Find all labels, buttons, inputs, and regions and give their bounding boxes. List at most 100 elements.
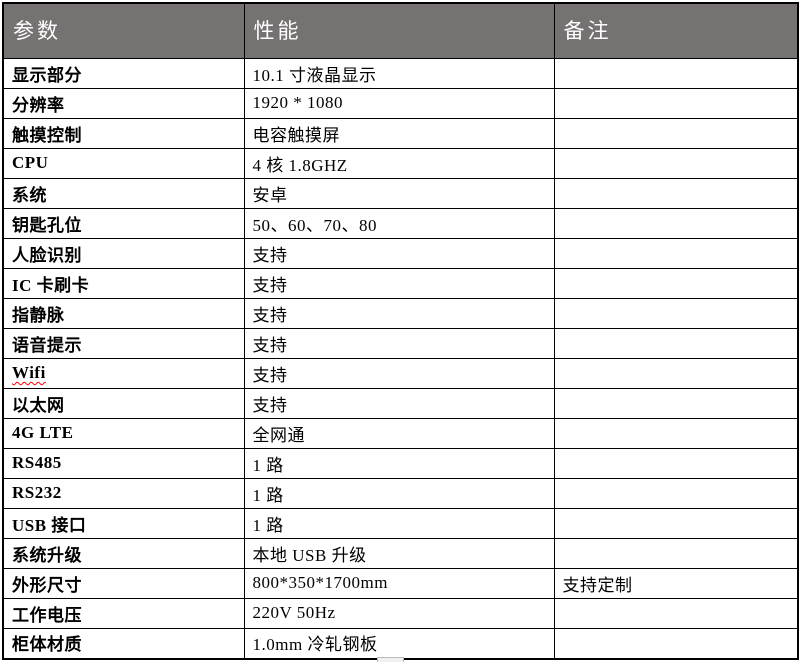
param-cell-text: USB 接口 [12, 515, 87, 535]
note-cell [553, 508, 799, 539]
value-cell-text: 220V 50Hz [252, 603, 336, 622]
value-cell: 支持 [243, 388, 555, 419]
value-cell-text: 电容触摸屏 [252, 125, 340, 145]
value-cell: 1.0mm 冷轧钢板 [243, 628, 555, 659]
table-row: 语音提示 支持 [2, 328, 799, 359]
note-cell [553, 148, 799, 179]
value-cell-text: 支持 [252, 335, 288, 355]
note-cell [553, 478, 799, 509]
table-row: RS232 1 路 [2, 478, 799, 509]
value-cell: 支持 [243, 328, 555, 359]
value-cell-text: 支持 [252, 245, 288, 265]
param-cell: 以太网 [2, 388, 245, 419]
param-cell: 外形尺寸 [2, 568, 245, 599]
param-cell-text: RS232 [12, 483, 62, 502]
table-row: RS485 1 路 [2, 448, 799, 479]
value-cell-text: 全网通 [252, 425, 305, 445]
value-cell-text: 50、60、70、80 [252, 215, 377, 235]
table-row: 以太网 支持 [2, 388, 799, 419]
note-cell [553, 358, 799, 389]
table-row: 分辨率 1920 * 1080 [2, 88, 799, 119]
value-cell-text: 本地 USB 升级 [252, 545, 367, 565]
table-row: 柜体材质 1.0mm 冷轧钢板 [2, 628, 799, 659]
value-cell-text: 1920 * 1080 [252, 93, 343, 112]
value-cell: 1920 * 1080 [243, 88, 555, 119]
note-cell [553, 388, 799, 419]
table-row: Wifi 支持 [2, 358, 799, 389]
param-cell: 4G LTE [2, 418, 245, 449]
value-cell: 全网通 [243, 418, 555, 449]
param-cell-text: 语音提示 [12, 335, 82, 355]
value-cell-text: 800*350*1700mm [252, 573, 388, 592]
param-cell: IC 卡刷卡 [2, 268, 245, 299]
param-cell: 系统 [2, 178, 245, 209]
param-cell-text: 以太网 [12, 395, 65, 415]
table-row: 指静脉 支持 [2, 298, 799, 329]
value-cell: 本地 USB 升级 [243, 538, 555, 569]
value-cell: 电容触摸屏 [243, 118, 555, 149]
table-handle-artifact [377, 657, 404, 662]
param-cell: Wifi [2, 358, 245, 389]
param-cell: 触摸控制 [2, 118, 245, 149]
note-cell [553, 208, 799, 239]
note-cell [553, 58, 799, 89]
param-cell: 人脸识别 [2, 238, 245, 269]
param-cell-text: 显示部分 [12, 65, 82, 85]
table-row: 系统 安卓 [2, 178, 799, 209]
param-cell-text: 人脸识别 [12, 245, 82, 265]
value-cell: 50、60、70、80 [243, 208, 555, 239]
table-row: CPU 4 核 1.8GHZ [2, 148, 799, 179]
param-cell: 钥匙孔位 [2, 208, 245, 239]
value-cell-text: 支持 [252, 365, 288, 385]
value-cell-text: 1 路 [252, 485, 284, 505]
note-cell [553, 88, 799, 119]
table-row: 工作电压 220V 50Hz [2, 598, 799, 629]
value-cell: 支持 [243, 268, 555, 299]
table-row: 外形尺寸 800*350*1700mm 支持定制 [2, 568, 799, 599]
note-cell [553, 448, 799, 479]
note-cell-text: 支持定制 [562, 575, 633, 595]
value-cell: 支持 [243, 298, 555, 329]
param-cell: 分辨率 [2, 88, 245, 119]
note-cell: 支持定制 [553, 568, 799, 599]
param-cell-text: 指静脉 [12, 305, 65, 325]
note-cell [553, 328, 799, 359]
note-cell [553, 628, 799, 659]
value-cell-text: 支持 [252, 275, 288, 295]
param-cell-text: IC 卡刷卡 [12, 275, 90, 295]
param-cell-text: 钥匙孔位 [12, 215, 82, 235]
param-cell: CPU [2, 148, 245, 179]
value-cell: 1 路 [243, 508, 555, 539]
table-row: 4G LTE 全网通 [2, 418, 799, 449]
table-row: 系统升级 本地 USB 升级 [2, 538, 799, 569]
param-cell-text: 系统升级 [12, 545, 82, 565]
param-cell-text: RS485 [12, 453, 62, 472]
table-row: 人脸识别 支持 [2, 238, 799, 269]
param-cell-text: 4G LTE [12, 423, 74, 442]
value-cell-text: 1 路 [252, 455, 284, 475]
value-cell: 1 路 [243, 448, 555, 479]
param-cell-text: 触摸控制 [12, 125, 82, 145]
value-cell: 4 核 1.8GHZ [243, 148, 555, 179]
note-cell [553, 298, 799, 329]
param-cell: 语音提示 [2, 328, 245, 359]
header-cell-param: 参数 [2, 2, 245, 59]
param-cell-text: 系统 [12, 185, 47, 205]
table-header-row: 参数 性能 备注 [2, 2, 799, 59]
param-cell: 工作电压 [2, 598, 245, 629]
note-cell [553, 598, 799, 629]
table-row: USB 接口 1 路 [2, 508, 799, 539]
table-row: 钥匙孔位 50、60、70、80 [2, 208, 799, 239]
table-row: IC 卡刷卡 支持 [2, 268, 799, 299]
note-cell [553, 418, 799, 449]
param-cell-text: Wifi [12, 363, 46, 382]
param-cell: 柜体材质 [2, 628, 245, 659]
value-cell-text: 1.0mm 冷轧钢板 [252, 635, 378, 655]
value-cell: 安卓 [243, 178, 555, 209]
note-cell [553, 178, 799, 209]
header-cell-note: 备注 [553, 2, 799, 59]
param-cell-text: 外形尺寸 [12, 575, 82, 595]
param-cell: 系统升级 [2, 538, 245, 569]
